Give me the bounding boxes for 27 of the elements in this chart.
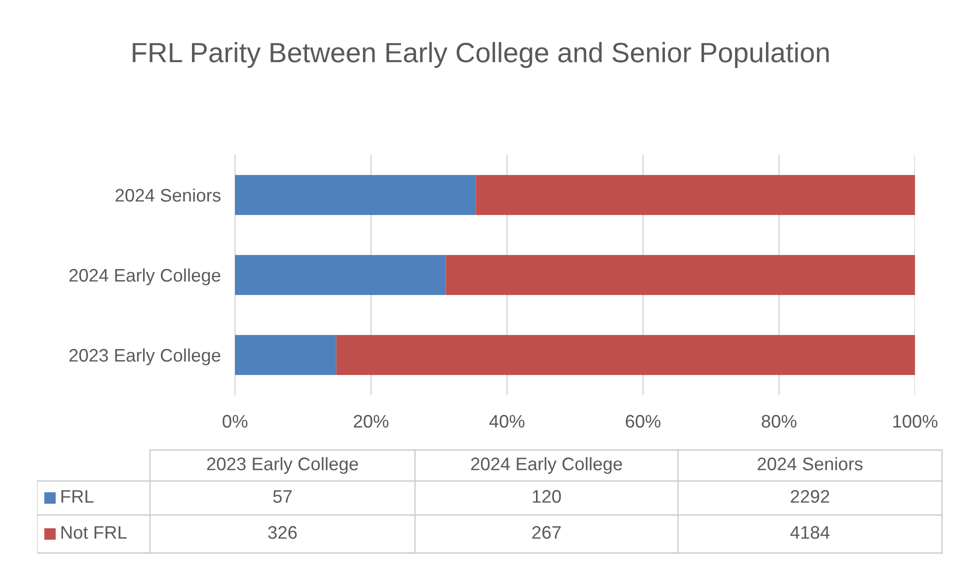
x-tick-label: 100%: [893, 414, 938, 428]
bar: [235, 175, 476, 215]
x-tick-label: 80%: [762, 414, 796, 428]
chart-title: FRL Parity Between Early College and Senior Population: [132, 42, 829, 68]
bar: [235, 255, 446, 295]
x-tick-label: 20%: [354, 414, 388, 428]
data-label: 4184: [790, 526, 830, 539]
data-label: 57: [273, 490, 292, 503]
category-label: 2024 Seniors: [758, 457, 863, 470]
bar: [235, 335, 336, 375]
y-tick-label: 2024 Early College: [69, 268, 220, 286]
y-tick-label: 2023 Early College: [69, 348, 220, 366]
bar: [446, 255, 915, 295]
data-label: 120: [532, 490, 561, 503]
data-label: 2292: [790, 490, 830, 503]
category-label: 2023 Early College: [207, 457, 358, 474]
bar: [476, 175, 915, 215]
legend-label: Not FRL: [61, 526, 127, 539]
legend-label: FRL: [61, 490, 94, 503]
category-label: 2024 Early College: [471, 457, 622, 474]
x-tick-label: 0%: [222, 414, 248, 428]
y-tick-label: 2024 Seniors: [116, 188, 220, 202]
x-tick-label: 60%: [626, 414, 660, 428]
x-tick-label: 40%: [489, 414, 524, 428]
data-label: 267: [532, 526, 561, 539]
bar: [336, 335, 915, 375]
data-label: 326: [268, 526, 297, 539]
